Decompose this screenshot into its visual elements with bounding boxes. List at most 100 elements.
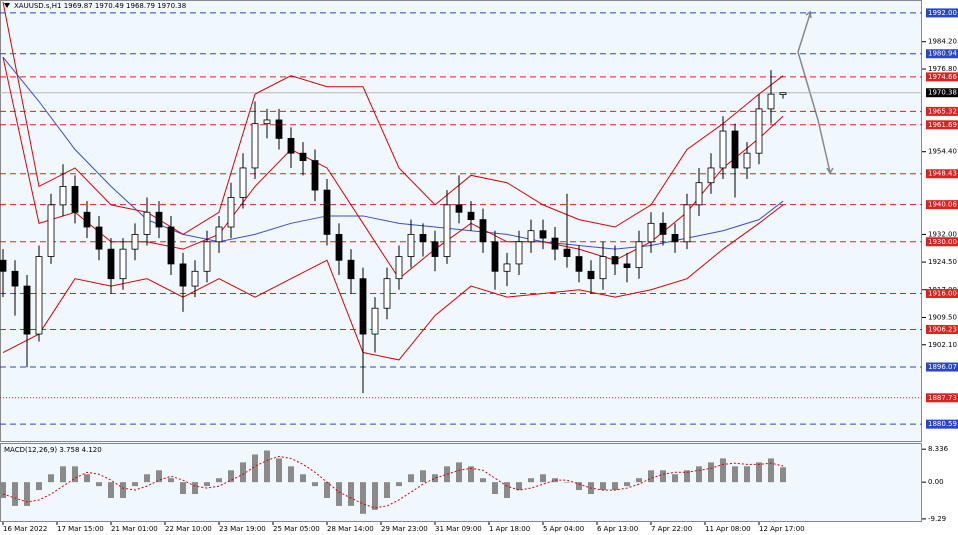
macd-bar bbox=[672, 474, 678, 483]
lower-band bbox=[2, 204, 784, 361]
candle-body bbox=[719, 130, 727, 169]
arrow bbox=[797, 13, 811, 53]
macd-bar bbox=[228, 470, 234, 483]
macd-bar bbox=[216, 478, 222, 483]
level-label: 1896.07 bbox=[928, 363, 957, 371]
candle-body bbox=[491, 241, 499, 272]
macd-bar bbox=[144, 474, 150, 483]
x-tick-label: 1 Apr 18:00 bbox=[489, 525, 530, 533]
x-tick-label: 17 Mar 15:00 bbox=[57, 525, 104, 533]
macd-bar bbox=[744, 466, 750, 483]
macd-bar bbox=[372, 482, 378, 510]
level-label-box bbox=[926, 72, 958, 82]
candle-body bbox=[203, 241, 211, 272]
macd-bar bbox=[552, 478, 558, 483]
macd-bar bbox=[360, 482, 366, 514]
candle-body bbox=[599, 256, 607, 280]
candle-body bbox=[275, 119, 283, 139]
candle-body bbox=[635, 241, 643, 269]
candle-body bbox=[95, 226, 103, 250]
macd-bar bbox=[348, 482, 354, 506]
macd-bar bbox=[492, 482, 498, 495]
level-label-box bbox=[926, 200, 958, 210]
y-tick-label: 1902.10 bbox=[928, 341, 957, 349]
macd-bar bbox=[60, 466, 66, 483]
macd-bar bbox=[768, 458, 774, 483]
macd-bar bbox=[336, 482, 342, 506]
candle-body bbox=[695, 182, 703, 206]
candle-body bbox=[395, 256, 403, 280]
candle-body bbox=[611, 256, 619, 265]
level-label: 1992.00 bbox=[928, 9, 957, 17]
macd-bar bbox=[516, 482, 522, 491]
candle-body bbox=[407, 233, 415, 257]
candle-body bbox=[59, 186, 67, 206]
candle-body bbox=[731, 130, 739, 169]
x-tick-label: 5 Apr 04:00 bbox=[543, 525, 584, 533]
level-label-box bbox=[926, 325, 958, 335]
macd-bar bbox=[276, 458, 282, 483]
x-tick-label: 31 Mar 09:00 bbox=[435, 525, 482, 533]
level-label: 1916.00 bbox=[928, 289, 957, 297]
candle-body bbox=[323, 189, 331, 235]
level-label: 1906.23 bbox=[928, 326, 957, 334]
level-label-box bbox=[926, 393, 958, 403]
collapse-icon bbox=[4, 3, 10, 8]
x-tick-label: 6 Apr 13:00 bbox=[597, 525, 638, 533]
candle-body bbox=[263, 119, 271, 125]
x-tick-label: 29 Mar 23:00 bbox=[381, 525, 428, 533]
macd-bar bbox=[396, 482, 402, 487]
macd-bar bbox=[132, 482, 138, 487]
macd-bar bbox=[528, 478, 534, 483]
y-tick-label: 1954.40 bbox=[928, 148, 957, 156]
macd-bar bbox=[12, 482, 18, 506]
candle-body bbox=[47, 204, 55, 257]
macd-bar bbox=[624, 482, 630, 487]
macd-bar bbox=[648, 470, 654, 483]
macd-bar bbox=[384, 482, 390, 498]
level-label-box bbox=[926, 49, 958, 59]
candle-body bbox=[743, 152, 751, 169]
upper-band bbox=[2, 1, 784, 235]
macd-bar bbox=[72, 466, 78, 483]
candle-body bbox=[623, 263, 631, 269]
candle-body bbox=[503, 263, 511, 272]
y-tick-label: 1984.20 bbox=[928, 38, 957, 46]
candle-body bbox=[107, 248, 115, 280]
macd-bar bbox=[84, 474, 90, 483]
arrow-head bbox=[826, 167, 834, 175]
candle-body bbox=[0, 259, 7, 272]
macd-bar bbox=[456, 462, 462, 483]
level-label-box bbox=[926, 120, 958, 130]
candle-body bbox=[659, 222, 667, 235]
macd-bar bbox=[780, 467, 786, 483]
level-label-box bbox=[926, 8, 958, 18]
macd-bar bbox=[468, 466, 474, 483]
macd-bar bbox=[120, 482, 126, 498]
macd-bar bbox=[540, 474, 546, 483]
macd-bar bbox=[36, 482, 42, 491]
macd-bar bbox=[504, 482, 510, 498]
candle-body bbox=[227, 197, 235, 228]
y-tick-label: 1932.00 bbox=[928, 230, 957, 238]
x-tick-label: 23 Mar 19:00 bbox=[219, 525, 266, 533]
macd-bar bbox=[444, 466, 450, 483]
arrow-head bbox=[805, 10, 812, 19]
candle-body bbox=[215, 226, 223, 243]
level-label: 1974.66 bbox=[928, 73, 957, 81]
candle-body bbox=[455, 204, 463, 213]
candle-body bbox=[587, 270, 595, 280]
y-tick-label: 8.336 bbox=[928, 445, 949, 453]
candle-body bbox=[539, 230, 547, 239]
candle-body bbox=[563, 248, 571, 257]
candle-body bbox=[131, 233, 139, 250]
level-label: 1948.43 bbox=[928, 170, 957, 178]
candle-body bbox=[239, 167, 247, 198]
y-tick-label: 1976.80 bbox=[928, 65, 957, 73]
macd-bar bbox=[288, 466, 294, 483]
x-tick-label: 21 Mar 01:00 bbox=[111, 525, 158, 533]
macd-bar bbox=[576, 482, 582, 491]
candle-body bbox=[383, 278, 391, 309]
level-label: 1961.69 bbox=[928, 121, 957, 129]
main-pane-frame bbox=[0, 0, 922, 442]
